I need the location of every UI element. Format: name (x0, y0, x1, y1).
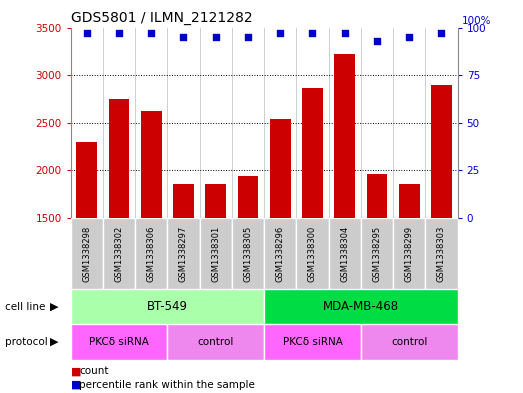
Text: GSM1338295: GSM1338295 (372, 226, 381, 281)
Bar (167, 324, 264, 360)
Text: GSM1338301: GSM1338301 (211, 225, 220, 282)
Bar (76, 142, 97, 218)
Bar (328, 218, 361, 289)
Text: control: control (391, 337, 427, 347)
Text: GSM1338303: GSM1338303 (437, 225, 446, 282)
Point (83, 30, 91, 37)
Text: PKCδ siRNA: PKCδ siRNA (89, 337, 149, 347)
Bar (103, 218, 135, 289)
Text: percentile rank within the sample: percentile rank within the sample (79, 380, 255, 390)
Point (309, 30, 317, 37)
Text: GSM1338302: GSM1338302 (115, 225, 123, 282)
Text: ▶: ▶ (50, 337, 58, 347)
Text: GDS5801 / ILMN_2121282: GDS5801 / ILMN_2121282 (71, 11, 252, 25)
Point (244, 34, 252, 40)
Text: 100%: 100% (462, 16, 491, 26)
Point (211, 34, 220, 40)
Bar (393, 218, 425, 289)
Text: GSM1338298: GSM1338298 (82, 225, 91, 282)
Text: GSM1338300: GSM1338300 (308, 225, 317, 282)
Text: GSM1338296: GSM1338296 (276, 225, 285, 282)
Point (437, 30, 446, 37)
Point (179, 34, 188, 40)
Text: MDA-MB-468: MDA-MB-468 (323, 300, 399, 313)
Bar (431, 84, 452, 218)
Bar (205, 184, 226, 218)
Bar (71, 289, 264, 324)
Bar (237, 176, 258, 218)
Bar (367, 174, 388, 218)
Text: GSM1338306: GSM1338306 (147, 225, 156, 282)
Bar (141, 111, 162, 218)
Point (405, 34, 413, 40)
Bar (297, 218, 328, 289)
Text: GSM1338304: GSM1338304 (340, 225, 349, 282)
Text: GSM1338299: GSM1338299 (405, 226, 414, 281)
Text: cell line: cell line (5, 301, 46, 312)
Bar (71, 218, 103, 289)
Bar (361, 324, 458, 360)
Point (147, 30, 155, 37)
Bar (361, 218, 393, 289)
Bar (71, 324, 167, 360)
Text: GSM1338297: GSM1338297 (179, 225, 188, 282)
Point (373, 38, 381, 44)
Bar (232, 218, 264, 289)
Text: ■: ■ (71, 380, 81, 390)
Text: count: count (79, 366, 109, 376)
Point (276, 30, 285, 37)
Text: protocol: protocol (5, 337, 48, 347)
Bar (425, 218, 458, 289)
Bar (270, 119, 291, 218)
Point (115, 30, 123, 37)
Bar (167, 218, 200, 289)
Text: control: control (198, 337, 234, 347)
Bar (399, 184, 420, 218)
Text: PKCδ siRNA: PKCδ siRNA (282, 337, 343, 347)
Text: GSM1338305: GSM1338305 (244, 225, 253, 282)
Bar (334, 54, 355, 218)
Bar (135, 218, 167, 289)
Text: ■: ■ (71, 366, 81, 376)
Bar (264, 289, 458, 324)
Bar (108, 99, 130, 218)
Bar (173, 184, 194, 218)
Text: BT-549: BT-549 (147, 300, 188, 313)
Bar (264, 324, 361, 360)
Bar (200, 218, 232, 289)
Point (340, 30, 349, 37)
Bar (264, 218, 297, 289)
Text: ▶: ▶ (50, 301, 58, 312)
Bar (302, 88, 323, 218)
